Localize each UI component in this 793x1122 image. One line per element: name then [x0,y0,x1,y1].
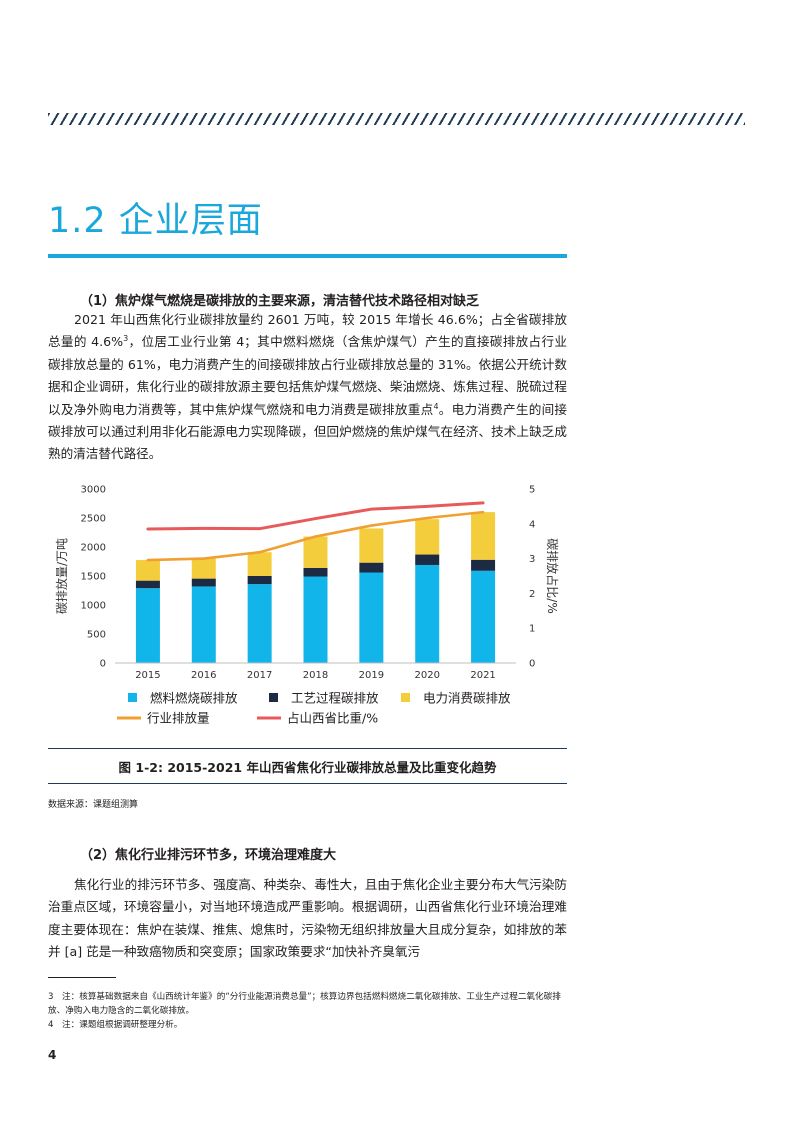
body-paragraph-1: 2021 年山西焦化行业碳排放量约 2601 万吨，较 2015 年增长 46.… [48,312,568,462]
bar-segment [471,512,496,560]
caption-bottom-rule [48,783,567,784]
figure-source: 数据来源：课题组测算 [48,800,139,810]
bar-segment [135,580,160,589]
subsection-heading-1: （1）焦炉煤气燃烧是碳排放的主要来源，清洁替代技术路径相对缺乏 [80,294,480,309]
footnote-ref-4: 4 [433,401,439,411]
y-tick-label-left: 2000 [81,543,106,554]
y-tick-label-left: 1500 [81,572,106,583]
y-tick-label-left: 500 [87,630,106,641]
series-line [146,510,485,562]
legend-label: 行业排放量 [147,711,210,726]
x-tick-label: 2020 [414,670,439,681]
y-tick-label-right: 4 [529,519,535,530]
figure-caption: 图 1-2: 2015-2021 年山西省焦化行业碳排放总量及比重变化趋势 [118,760,497,775]
legend-label: 工艺过程碳排放 [291,691,379,706]
x-tick-label: 2016 [191,670,216,681]
bar-segment [191,558,216,579]
bar-segment [303,576,328,663]
y-tick-label-right: 5 [529,485,535,496]
x-tick-label: 2015 [135,670,160,681]
y-axis-title-left: 碳排放量/万吨 [54,538,69,614]
y-tick-label-left: 1000 [81,601,106,612]
legend-label: 占山西省比重/% [287,711,378,726]
bar-segment [191,586,216,663]
bar-segment [359,572,384,663]
bar-segment [191,578,216,587]
subsection-heading-2: （2）焦化行业排污环节多，环境治理难度大 [80,848,337,863]
x-tick-label: 2021 [470,670,495,681]
x-tick-label: 2019 [359,670,384,681]
y-tick-label-left: 3000 [81,485,106,496]
bar-segment [359,562,384,573]
y-tick-label-right: 1 [529,624,535,635]
bar-segment [359,528,384,563]
series-line [146,501,485,531]
y-tick-label-left: 2500 [81,514,106,525]
bar-segment [303,567,328,577]
legend-swatch [269,693,278,702]
footnote-ref-3: 3 [123,334,129,344]
y-tick-label-left: 0 [100,659,106,670]
y-axis-title-right: 碳排放占比/% [545,538,560,613]
footnote-3: 3 注：核算基础数据来自《山西统计年鉴》的“分行业能源消费总量”；核算边界包括燃… [48,992,561,1016]
bar-segment [247,552,272,576]
decorative-hatch-band [48,113,745,125]
y-tick-label-right: 0 [529,659,535,670]
footnote-rule [48,977,116,978]
bar-segment [247,576,272,585]
bar-segment [415,554,440,565]
y-tick-label-right: 2 [529,589,535,600]
page-number: 4 [48,1048,57,1062]
bar-segment [135,588,160,663]
bar-segment [471,570,496,663]
emission-trend-chart: 0 500 1000 1500 2000 2500 3000 0 1 2 3 4 5 碳排放量/万吨 碳排放… [54,485,560,726]
bar-segment [415,564,440,663]
caption-top-rule [48,748,567,749]
legend-label: 电力消费碳排放 [423,691,511,706]
bar-segment [303,536,328,568]
y-tick-label-right: 3 [529,554,535,565]
section-title: 1.2 企业层面 [48,201,263,241]
bar-segment [135,560,160,581]
x-tick-label: 2018 [303,670,328,681]
legend-swatch [401,693,410,702]
footnote-4: 4 注：课题组根据调研整理分析。 [48,1020,183,1030]
bar-segment [415,519,440,555]
body-paragraph-2: 焦化行业的排污环节多、强度高、种类杂、毒性大，且由于焦化企业主要分布大气污染防治… [48,877,567,960]
legend-swatch [128,693,137,702]
section-title-rule [48,254,567,258]
bar-segment [471,559,496,571]
legend-label: 燃料燃烧碳排放 [150,691,238,706]
bar-segment [247,584,272,663]
x-tick-label: 2017 [247,670,272,681]
